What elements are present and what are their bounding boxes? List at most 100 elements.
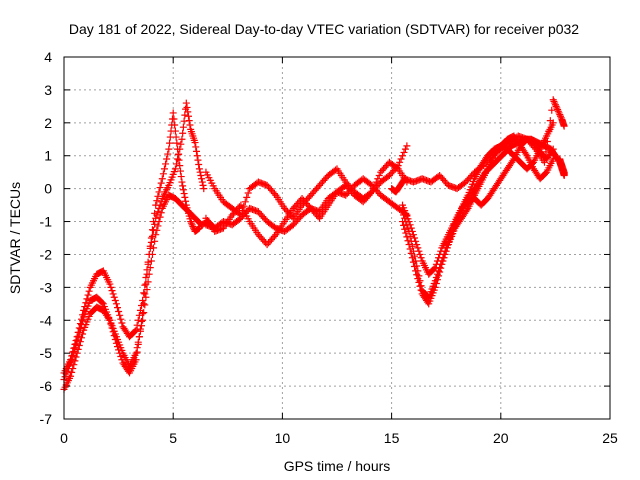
chart-title: Day 181 of 2022, Sidereal Day-to-day VTE…	[69, 21, 579, 37]
data-point	[187, 219, 195, 227]
data-point	[132, 349, 140, 357]
data-point	[409, 258, 417, 266]
data-point	[556, 112, 564, 120]
data-point	[372, 178, 380, 186]
data-point	[171, 121, 179, 129]
data-point	[75, 342, 83, 350]
data-point	[171, 127, 179, 135]
data-point	[141, 290, 149, 298]
data-point	[396, 158, 404, 166]
y-tick-label: 4	[44, 49, 52, 65]
data-point	[194, 156, 202, 164]
data-point	[414, 275, 422, 283]
y-tick-label: 3	[44, 82, 52, 98]
axis-ticks: 0 5 10 15 20 25 -7 -6 -5 -4 -3 -2 -1 0 1 2 3 4	[40, 49, 618, 446]
data-point	[107, 283, 115, 291]
data-point	[82, 299, 90, 307]
data-point	[406, 221, 414, 229]
y-axis-label: SDTVAR / TECUs	[7, 182, 23, 294]
data-point	[116, 311, 124, 319]
data-point	[115, 307, 123, 315]
data-point	[118, 356, 126, 364]
data-point	[408, 254, 416, 262]
data-point	[540, 158, 548, 166]
data-point	[430, 265, 438, 273]
data-points	[60, 96, 568, 393]
data-point	[175, 156, 183, 164]
x-tick-label: 20	[493, 430, 509, 446]
data-point	[270, 232, 278, 240]
data-point	[165, 145, 173, 153]
x-axis-label: GPS time / hours	[284, 458, 391, 474]
y-tick-label: -2	[40, 246, 53, 262]
data-point	[155, 204, 163, 212]
data-point	[134, 340, 142, 348]
data-point	[400, 221, 408, 229]
grid-lines	[64, 57, 610, 419]
data-point	[178, 178, 186, 186]
data-point	[435, 254, 443, 262]
data-point	[555, 109, 563, 117]
x-tick-label: 25	[602, 430, 618, 446]
data-point	[432, 260, 440, 268]
data-point	[197, 171, 205, 179]
data-point	[556, 155, 564, 163]
data-point	[195, 161, 203, 169]
data-point	[182, 197, 190, 205]
data-point	[195, 165, 203, 173]
x-tick-label: 5	[169, 430, 177, 446]
data-point	[186, 121, 194, 129]
data-point	[144, 258, 152, 266]
data-point	[111, 335, 119, 343]
data-point	[191, 139, 199, 147]
data-point	[509, 157, 517, 165]
data-point	[522, 150, 530, 158]
data-point	[154, 222, 162, 230]
data-point	[189, 222, 197, 230]
data-point	[163, 155, 171, 163]
data-point	[402, 229, 410, 237]
data-point	[431, 264, 439, 272]
data-point	[132, 356, 140, 364]
data-point	[401, 225, 409, 233]
data-point	[416, 282, 424, 290]
data-point	[153, 211, 161, 219]
data-point	[198, 175, 206, 183]
data-point	[84, 291, 92, 299]
data-point	[75, 324, 83, 332]
y-tick-label: -5	[40, 345, 53, 361]
data-point	[177, 173, 185, 181]
data-point	[116, 349, 124, 357]
data-point	[142, 273, 150, 281]
data-point	[76, 320, 84, 328]
data-point	[67, 356, 75, 364]
data-point	[397, 155, 405, 163]
data-point	[176, 162, 184, 170]
data-point	[179, 123, 187, 131]
data-point	[152, 231, 160, 239]
data-point	[159, 170, 167, 178]
data-point	[114, 343, 122, 351]
data-point	[237, 211, 245, 219]
data-point	[112, 300, 120, 308]
y-tick-label: -3	[40, 279, 53, 295]
data-point	[554, 107, 562, 115]
data-point	[179, 182, 187, 190]
data-point	[117, 315, 125, 323]
data-point	[134, 316, 142, 324]
data-point	[157, 179, 165, 187]
data-point	[416, 250, 424, 258]
data-point	[107, 320, 115, 328]
data-point	[550, 97, 558, 105]
data-point	[182, 99, 190, 107]
data-point	[181, 193, 189, 201]
y-tick-label: -1	[40, 214, 53, 230]
data-point	[135, 311, 143, 319]
data-point	[192, 143, 200, 151]
data-point	[407, 224, 415, 232]
data-point	[147, 238, 155, 246]
data-point	[135, 333, 143, 341]
data-point	[174, 155, 182, 163]
data-point	[200, 185, 208, 193]
data-point	[72, 353, 80, 361]
